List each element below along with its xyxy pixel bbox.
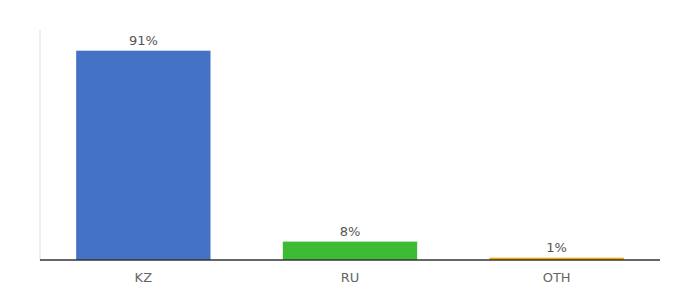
bars (76, 51, 624, 260)
chart: 91% 8% 1% KZ RU OTH (0, 0, 680, 300)
x-axis-line (40, 259, 660, 261)
data-label: 1% (546, 240, 567, 255)
x-tick-label: RU (341, 270, 360, 285)
bar (283, 242, 417, 260)
data-label: 8% (340, 224, 361, 239)
bar (76, 51, 210, 260)
data-label: 91% (129, 33, 158, 48)
x-tick-label: KZ (135, 270, 153, 285)
y-axis-line (40, 30, 41, 260)
x-tick-label: OTH (543, 270, 571, 285)
